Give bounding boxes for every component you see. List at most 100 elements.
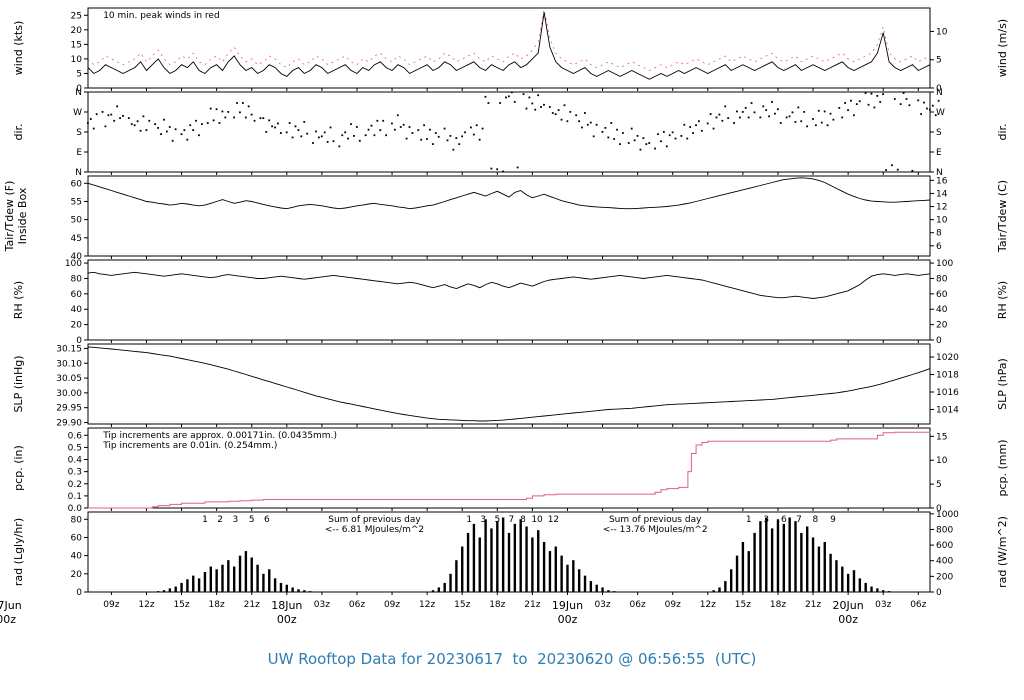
x-tick-label: 09z xyxy=(665,600,681,610)
dir-point xyxy=(227,111,230,113)
dir-point xyxy=(829,112,832,115)
dir-point xyxy=(753,111,756,114)
x-tick-label: 06z xyxy=(910,600,926,610)
dir-point xyxy=(402,123,405,126)
dir-point xyxy=(434,132,437,134)
dir-point xyxy=(274,126,276,129)
dir-point xyxy=(817,109,820,112)
dir-point xyxy=(370,124,373,127)
dir-point xyxy=(537,94,540,97)
dir-point xyxy=(522,93,525,96)
left-tick-label: 15 xyxy=(71,40,82,50)
dir-point xyxy=(616,128,618,131)
rad-hour-mark: 1 xyxy=(466,515,472,525)
dir-point xyxy=(429,128,431,131)
right-tick-label: 20 xyxy=(936,321,948,331)
left-tick-label: 45 xyxy=(71,234,82,244)
dir-point xyxy=(411,132,414,134)
dir-point xyxy=(899,103,902,106)
right-axis-title: SLP (hPa) xyxy=(996,358,1009,410)
dir-point xyxy=(855,103,858,106)
left-tick-label: N xyxy=(75,88,82,98)
rad-hour-mark: 3 xyxy=(480,515,486,525)
dir-point xyxy=(715,116,718,119)
dir-point xyxy=(586,123,589,126)
dir-point xyxy=(236,102,238,104)
dir-point xyxy=(303,121,306,123)
dir-point xyxy=(431,143,434,146)
rad-hour-mark: 2 xyxy=(217,515,223,525)
x-tick-label: 06z xyxy=(349,600,365,610)
dir-point xyxy=(762,105,765,108)
right-tick-label: 12 xyxy=(936,203,947,213)
dir-point xyxy=(733,122,735,124)
dir-point xyxy=(923,101,925,104)
dir-point xyxy=(791,111,794,114)
dir-point xyxy=(233,116,235,119)
dir-point xyxy=(408,126,411,128)
dir-point xyxy=(765,109,768,112)
left-tick-label: 55 xyxy=(71,197,82,207)
x-axis: 09z 12z 15z 18z 21z 03z 06z 09z 12z 15z 18z 21z 03z 0… xyxy=(0,599,927,626)
dir-point xyxy=(417,129,420,132)
right-axis-title: RH (%) xyxy=(996,281,1009,319)
dir-point xyxy=(689,126,692,128)
right-tick-label: 16 xyxy=(936,176,948,186)
dir-point xyxy=(341,134,344,137)
dir-point xyxy=(139,129,142,132)
dir-point xyxy=(660,140,662,143)
dir-point xyxy=(513,101,516,103)
dir-point xyxy=(890,164,893,167)
x-tick-label: 15z xyxy=(454,600,470,610)
dir-point xyxy=(355,126,358,128)
dir-point xyxy=(317,136,320,139)
dir-point xyxy=(700,129,703,132)
dir-point xyxy=(244,116,247,119)
dir-point xyxy=(165,130,168,133)
dir-point xyxy=(832,118,835,121)
dir-point xyxy=(505,96,507,99)
dir-point xyxy=(294,125,297,128)
dir-point xyxy=(291,136,294,139)
dir-point xyxy=(788,115,791,118)
left-tick-label: 0.2 xyxy=(68,480,82,490)
left-axis-title: dir. xyxy=(12,123,25,140)
dir-point xyxy=(136,120,139,123)
dir-point xyxy=(844,102,847,104)
left-tick-label: 0 xyxy=(76,336,82,346)
dir-point xyxy=(622,132,624,134)
x-date-label-z: 00z xyxy=(0,613,16,626)
right-tick-label: 0 xyxy=(936,588,942,598)
left-tick-label: N xyxy=(75,168,82,178)
x-date-label: 20Jun xyxy=(833,599,864,612)
dir-point xyxy=(154,123,157,126)
chart-title: UW Rooftop Data for 20230617 to 20230620… xyxy=(267,650,757,668)
left-tick-label: 29.90 xyxy=(56,419,82,429)
dir-point xyxy=(142,115,145,118)
left-tick-label: 80 xyxy=(71,274,83,284)
dir-point xyxy=(785,116,788,119)
dir-point xyxy=(455,137,458,140)
rad-hour-mark: 12 xyxy=(548,515,559,525)
x-date-label: 19Jun xyxy=(552,599,583,612)
left-axis-title: Tair/Tdew (F) xyxy=(3,181,16,253)
dir-point xyxy=(636,135,639,137)
dir-point xyxy=(110,113,113,116)
x-tick-label: 03z xyxy=(594,600,610,610)
dir-point xyxy=(423,124,426,127)
dir-point xyxy=(130,123,133,126)
dir-point xyxy=(461,135,464,138)
dir-point xyxy=(87,122,89,124)
dir-point xyxy=(157,127,159,129)
right-axis-title: wind (m/s) xyxy=(996,19,1009,77)
dir-point xyxy=(581,126,583,129)
dir-point xyxy=(391,122,393,125)
dir-point xyxy=(253,119,256,122)
dir-point xyxy=(680,135,683,137)
right-tick-label: 1014 xyxy=(936,405,959,415)
dir-point xyxy=(344,131,347,134)
dir-point xyxy=(198,134,200,137)
dir-point xyxy=(472,133,475,136)
x-tick-label: 03z xyxy=(875,600,891,610)
left-tick-label: 29.95 xyxy=(56,404,82,414)
